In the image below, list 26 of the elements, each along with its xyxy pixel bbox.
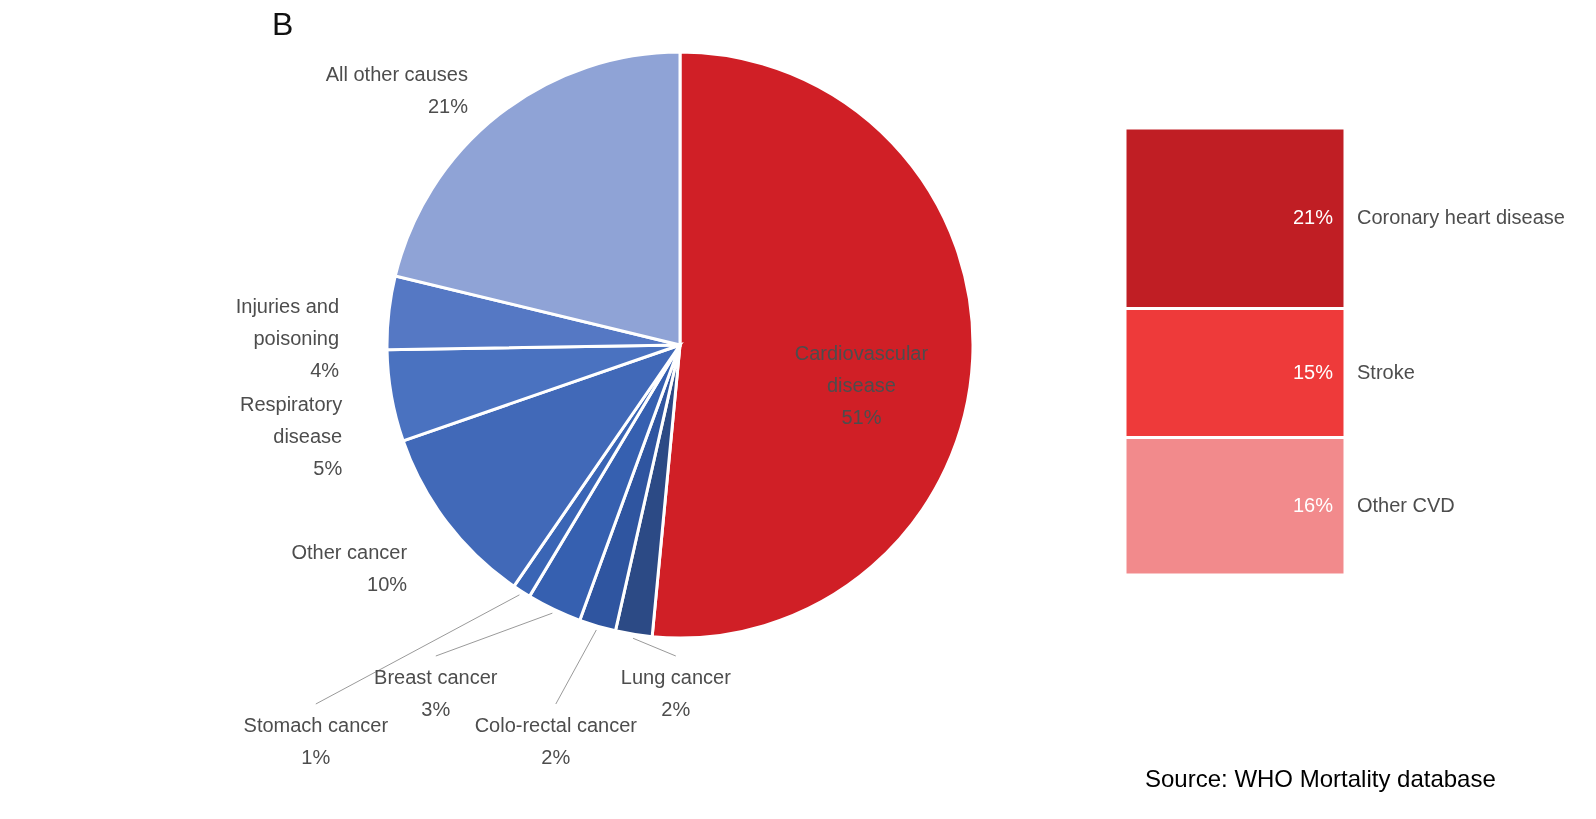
data-label: 3% <box>421 698 451 720</box>
slice-label: Breast cancer <box>374 666 498 688</box>
slice-label: Respiratory disease <box>239 392 343 447</box>
data-label: 51% <box>841 405 882 428</box>
slice-label: Lung cancer <box>620 666 732 688</box>
chart-title: B <box>272 6 294 42</box>
series-label: Other CVD <box>1357 494 1455 517</box>
data-label: 16% <box>1292 494 1334 517</box>
data-label: 1% <box>301 746 331 768</box>
slice-label: Stomach cancer <box>243 714 389 736</box>
data-label: 15% <box>1292 360 1334 383</box>
slice-label: Other cancer <box>291 540 408 563</box>
data-label: 2% <box>661 698 691 720</box>
data-label: 21% <box>427 95 469 118</box>
data-label: 4% <box>310 358 340 381</box>
series-label: Stroke <box>1357 360 1415 383</box>
series-label: Coronary heart disease <box>1357 206 1565 229</box>
slice-label: Colo-rectal cancer <box>474 714 638 736</box>
slice-label: All other causes <box>325 63 468 86</box>
slice-label: Injuries and poisoning <box>235 294 340 349</box>
slice-label: Cardiovascular disease <box>794 341 929 396</box>
data-label: 10% <box>367 572 408 595</box>
data-label: 5% <box>313 456 343 479</box>
data-label: 2% <box>541 746 571 768</box>
source-note: Source: WHO Mortality database <box>1145 765 1496 792</box>
data-label: 21% <box>1292 206 1334 229</box>
